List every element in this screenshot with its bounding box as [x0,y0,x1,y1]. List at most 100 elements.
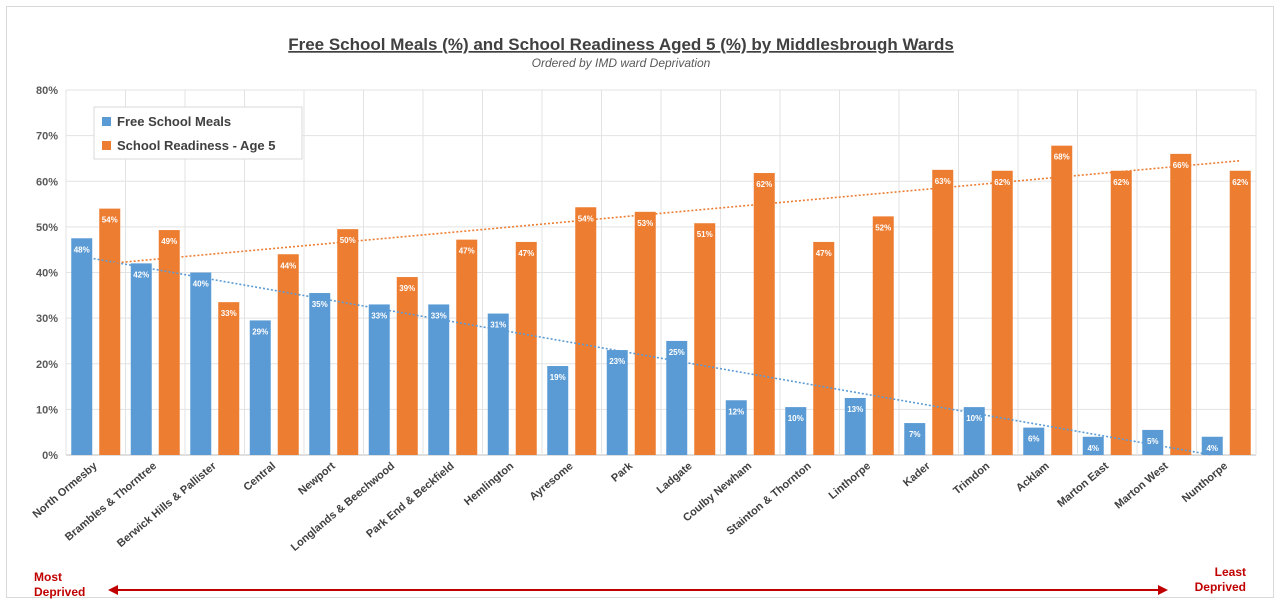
data-label: 62% [1113,178,1129,187]
data-label: 42% [133,270,149,279]
data-label: 6% [1028,435,1040,444]
data-label: 29% [252,327,268,336]
y-tick-label: 80% [36,85,58,97]
x-tick-label: Hemlington [462,460,516,508]
y-tick-label: 70% [36,131,58,143]
bar-free-school-meals [368,304,390,455]
data-label: 63% [935,177,951,186]
y-tick-label: 0% [42,450,58,462]
bar-school-readiness [753,173,775,455]
data-label: 49% [161,237,177,246]
data-label: 10% [788,414,804,423]
data-label: 52% [875,223,891,232]
deprivation-annotation: Most Deprived Least Deprived [34,565,1246,599]
data-label: 35% [312,300,328,309]
bar-school-readiness [337,229,359,455]
data-label: 68% [1054,153,1070,162]
x-tick-label: Marton West [1113,460,1171,512]
trendline-school-readiness [109,159,1241,265]
x-tick-label: Trimdon [951,460,992,497]
data-label: 23% [609,357,625,366]
bar-school-readiness [396,277,418,455]
data-label: 47% [459,247,475,256]
bar-school-readiness [932,169,954,455]
trendline-free-school-meals [81,255,1213,456]
bar-school-readiness [456,239,478,455]
x-tick-label: Newport [296,460,338,498]
data-label: 4% [1087,444,1099,453]
data-label: 51% [697,230,713,239]
data-label: 50% [340,236,356,245]
data-label: 13% [847,405,863,414]
trend-layer [81,159,1241,456]
bar-free-school-meals [963,407,985,455]
data-label: 33% [371,311,387,320]
data-label: 7% [909,430,921,439]
y-tick-label: 50% [36,222,58,234]
x-tick-label: Kader [901,460,933,490]
bar-school-readiness [872,216,894,455]
data-label: 62% [756,180,772,189]
chart-frame [6,6,1274,598]
bar-free-school-meals [71,238,93,455]
data-label: 10% [966,414,982,423]
most-deprived-label-line1: Most [34,570,62,584]
data-label: 54% [578,214,594,223]
data-label: 25% [669,348,685,357]
y-tick-label: 20% [36,359,58,371]
y-tick-label: 40% [36,268,58,280]
bar-free-school-meals [190,272,212,455]
bar-school-readiness [694,223,716,455]
x-tick-label: Marton East [1055,460,1111,510]
least-deprived-label-line1: Least [1215,565,1246,579]
x-tick-label: Acklam [1014,460,1052,494]
data-label: 39% [399,284,415,293]
legend-box [93,106,303,160]
x-tick-label: Park [609,460,636,485]
legend-swatch-school-readiness [102,141,111,150]
x-tick-label: Ladgate [655,460,695,496]
bar-free-school-meals [487,313,509,455]
most-deprived-label-line2: Deprived [34,585,85,599]
bar-free-school-meals [725,400,747,455]
chart-subtitle: Ordered by IMD ward Deprivation [532,56,711,70]
least-deprived-label-line2: Deprived [1195,580,1246,594]
bar-school-readiness [515,241,537,455]
bar-free-school-meals [904,423,926,455]
y-tick-label: 60% [36,176,58,188]
bar-school-readiness [99,208,121,455]
bar-school-readiness [1051,145,1073,455]
data-label: 31% [490,321,506,330]
data-label: 44% [280,261,296,270]
bars-layer [71,145,1251,455]
bar-school-readiness [634,211,656,455]
bar-free-school-meals [1201,436,1223,455]
x-tick-label: Linthorpe [827,460,874,502]
bar-school-readiness [1110,170,1132,455]
x-tick-label: Central [241,460,278,494]
data-label: 4% [1206,444,1218,453]
bar-free-school-meals [1023,427,1045,455]
bar-free-school-meals [309,293,331,455]
legend-swatch-free-school-meals [102,117,111,126]
data-label: 47% [518,249,534,258]
data-label: 33% [221,309,237,318]
bar-school-readiness [575,207,597,455]
bar-school-readiness [813,241,835,455]
data-label: 54% [102,216,118,225]
x-tick-label: Ayresome [528,460,576,503]
data-label: 33% [431,311,447,320]
chart-title: Free School Meals (%) and School Readine… [288,35,954,54]
data-label: 66% [1173,161,1189,170]
bar-school-readiness [1170,153,1192,455]
bar-school-readiness [218,302,240,455]
bar-free-school-meals [130,263,152,455]
bar-school-readiness [158,230,180,455]
data-label: 5% [1147,437,1159,446]
bar-free-school-meals [785,407,807,455]
y-tick-label: 10% [36,404,58,416]
bar-free-school-meals [1142,429,1164,455]
